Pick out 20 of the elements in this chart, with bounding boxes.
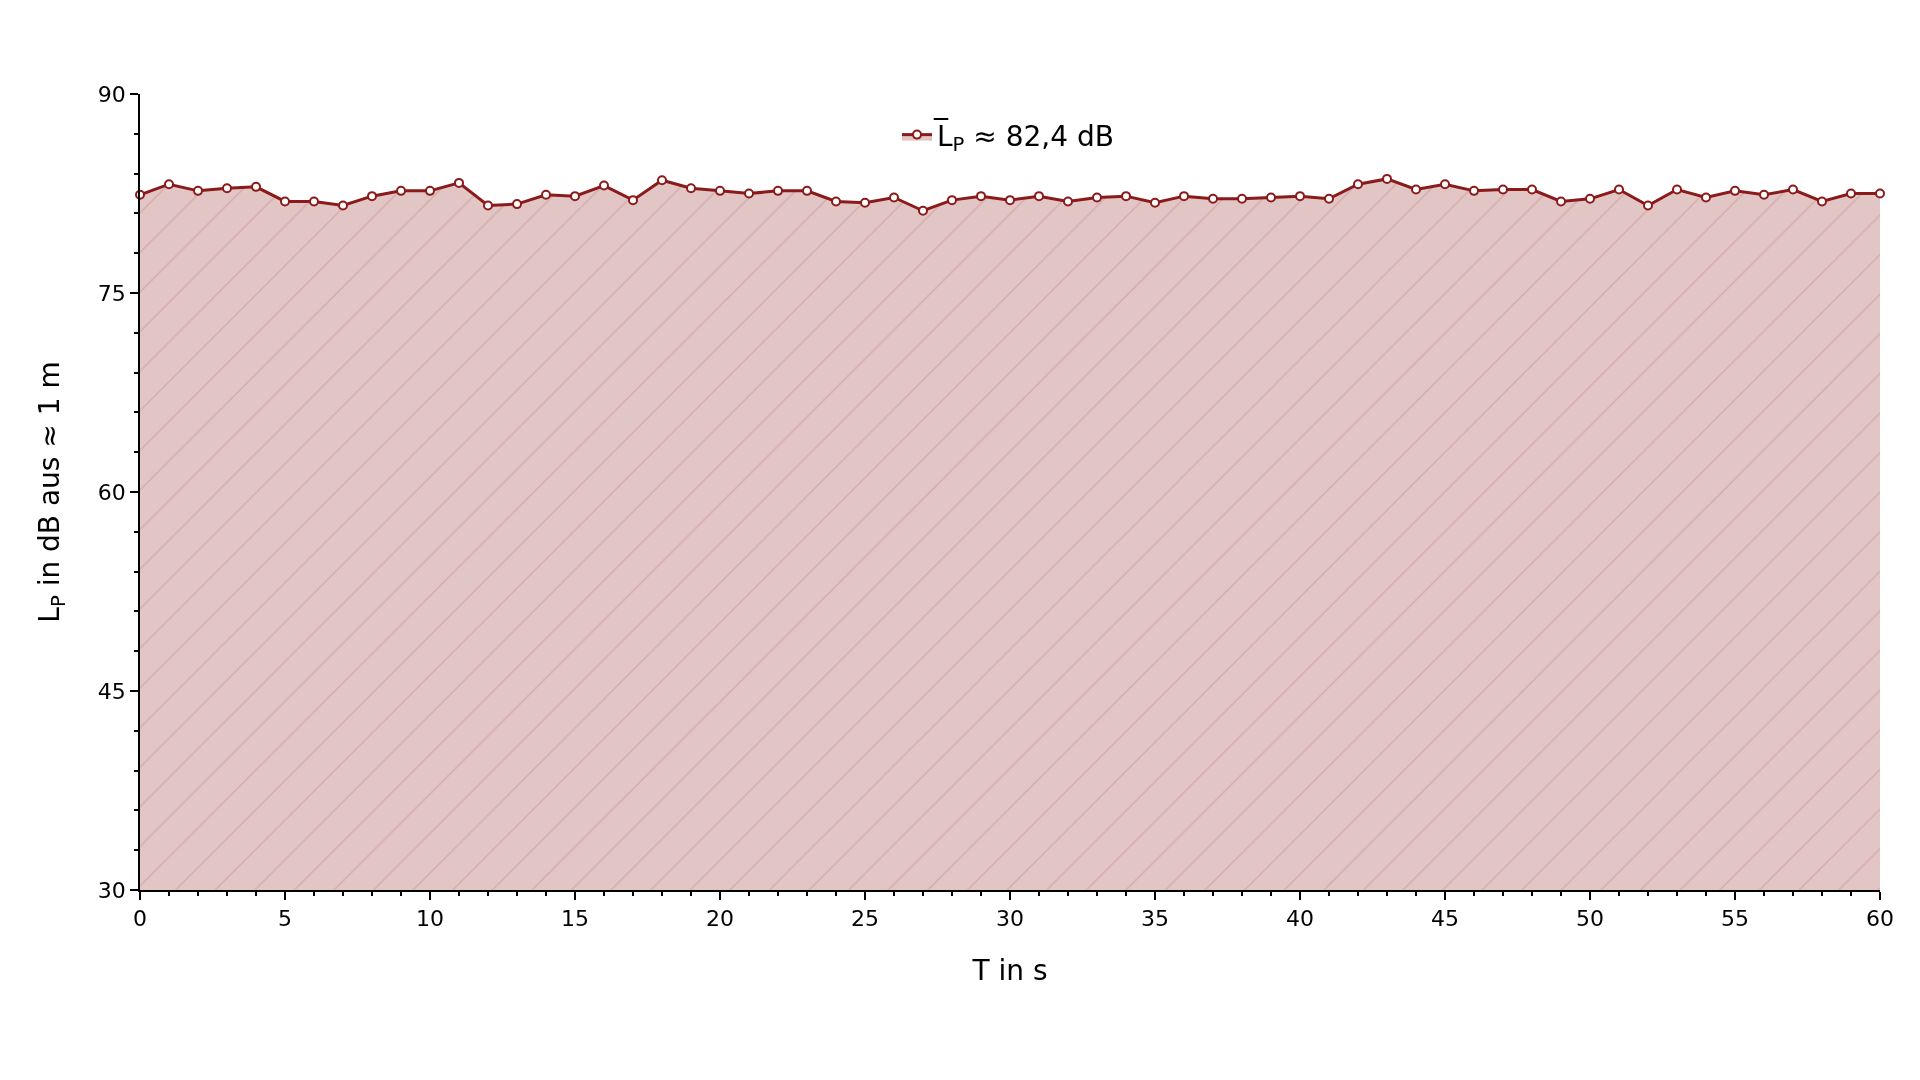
x-tick-label: 30 xyxy=(996,906,1024,932)
y-tick-label: 90 xyxy=(97,81,126,107)
x-tick-label: 5 xyxy=(278,906,292,932)
x-tick-label: 55 xyxy=(1721,906,1749,932)
y-tick-label: 30 xyxy=(97,877,126,903)
y-tick-label: 45 xyxy=(97,678,126,704)
legend-label: L̅$_{P}$ ≈ 82,4 dB xyxy=(933,118,1114,157)
x-tick-label: 20 xyxy=(706,906,734,932)
x-tick-label: 35 xyxy=(1141,906,1169,932)
x-axis-title: T in s xyxy=(971,953,1048,987)
x-tick-label: 50 xyxy=(1576,906,1604,932)
x-tick-label: 10 xyxy=(416,906,444,932)
x-tick-label: 15 xyxy=(561,906,589,932)
y-tick-label: 60 xyxy=(97,479,126,505)
x-tick-label: 0 xyxy=(133,906,147,932)
x-tick-label: 40 xyxy=(1286,906,1314,932)
x-tick-label: 60 xyxy=(1866,906,1894,932)
x-tick-label: 45 xyxy=(1431,906,1459,932)
y-tick-label: 75 xyxy=(97,280,126,306)
x-tick-label: 25 xyxy=(851,906,879,932)
